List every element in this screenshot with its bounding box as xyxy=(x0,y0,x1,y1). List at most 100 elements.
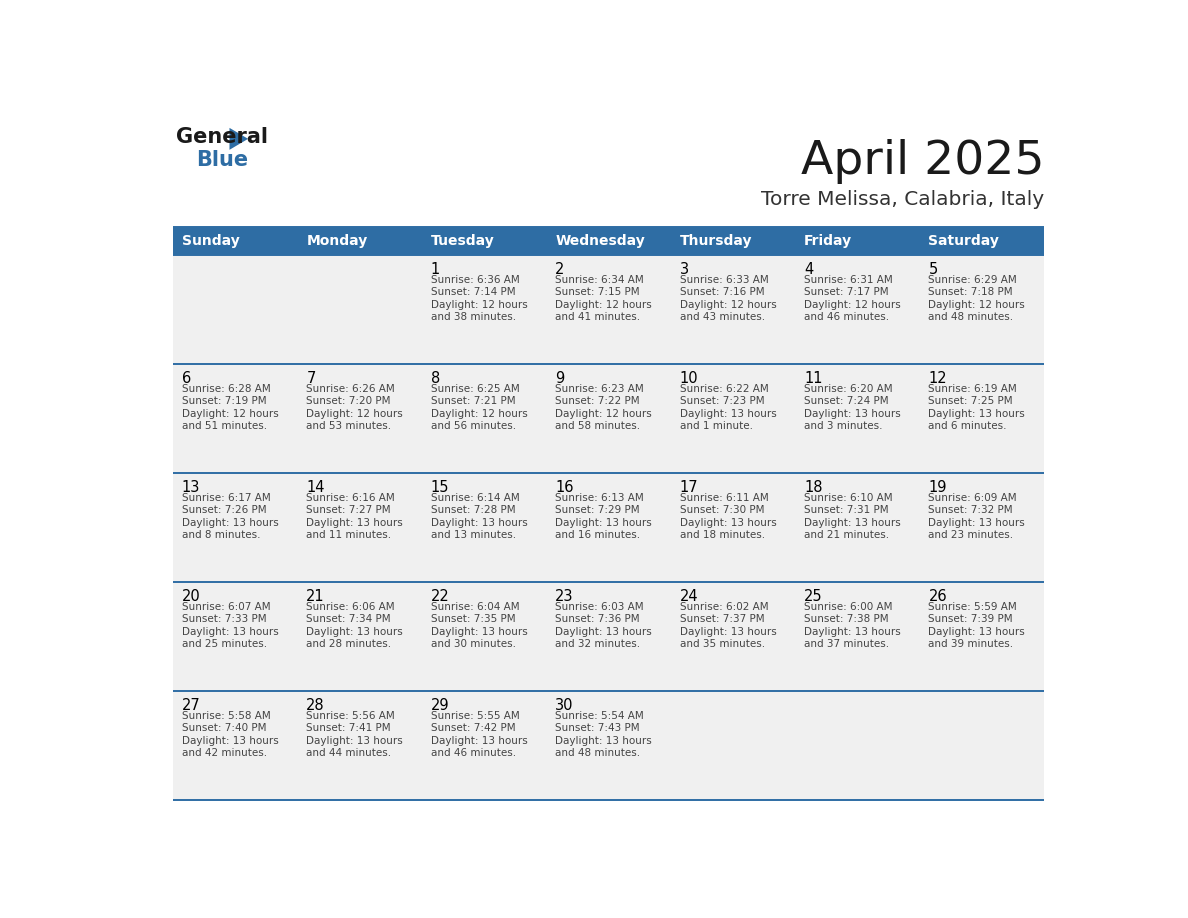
Text: Sunset: 7:20 PM: Sunset: 7:20 PM xyxy=(307,397,391,407)
Text: and 6 minutes.: and 6 minutes. xyxy=(929,421,1007,431)
Text: Torre Melissa, Calabria, Italy: Torre Melissa, Calabria, Italy xyxy=(762,190,1044,209)
Text: Daylight: 13 hours: Daylight: 13 hours xyxy=(929,518,1025,528)
Text: 28: 28 xyxy=(307,698,324,712)
Text: Daylight: 13 hours: Daylight: 13 hours xyxy=(307,518,403,528)
Bar xyxy=(796,255,920,364)
Text: Thursday: Thursday xyxy=(680,234,752,248)
Text: Sunrise: 6:19 AM: Sunrise: 6:19 AM xyxy=(929,384,1017,394)
Bar xyxy=(173,255,298,364)
Text: Daylight: 13 hours: Daylight: 13 hours xyxy=(555,627,652,637)
Text: and 23 minutes.: and 23 minutes. xyxy=(929,531,1013,541)
Text: Daylight: 13 hours: Daylight: 13 hours xyxy=(182,518,278,528)
Bar xyxy=(422,473,546,582)
Text: Daylight: 13 hours: Daylight: 13 hours xyxy=(680,627,776,637)
Text: Sunrise: 6:13 AM: Sunrise: 6:13 AM xyxy=(555,493,644,503)
Bar xyxy=(422,227,546,255)
Text: 20: 20 xyxy=(182,588,201,604)
Text: Tuesday: Tuesday xyxy=(431,234,494,248)
Text: Sunset: 7:19 PM: Sunset: 7:19 PM xyxy=(182,397,266,407)
Text: 18: 18 xyxy=(804,480,822,495)
Text: Sunset: 7:22 PM: Sunset: 7:22 PM xyxy=(555,397,640,407)
Text: and 44 minutes.: and 44 minutes. xyxy=(307,748,391,758)
Text: Daylight: 13 hours: Daylight: 13 hours xyxy=(431,627,527,637)
Bar xyxy=(298,473,422,582)
Text: 2: 2 xyxy=(555,262,564,277)
Text: 17: 17 xyxy=(680,480,699,495)
Text: 14: 14 xyxy=(307,480,324,495)
Text: Sunset: 7:29 PM: Sunset: 7:29 PM xyxy=(555,505,640,515)
Text: Daylight: 12 hours: Daylight: 12 hours xyxy=(804,300,901,310)
Text: Sunset: 7:30 PM: Sunset: 7:30 PM xyxy=(680,505,764,515)
Text: Daylight: 12 hours: Daylight: 12 hours xyxy=(431,409,527,419)
Bar xyxy=(796,691,920,800)
Text: Sunset: 7:26 PM: Sunset: 7:26 PM xyxy=(182,505,266,515)
Text: Daylight: 13 hours: Daylight: 13 hours xyxy=(555,735,652,745)
Text: and 3 minutes.: and 3 minutes. xyxy=(804,421,883,431)
Text: Sunset: 7:33 PM: Sunset: 7:33 PM xyxy=(182,614,266,624)
Bar xyxy=(422,691,546,800)
Text: Sunrise: 6:02 AM: Sunrise: 6:02 AM xyxy=(680,602,769,611)
Text: Daylight: 13 hours: Daylight: 13 hours xyxy=(307,735,403,745)
Text: Sunrise: 5:56 AM: Sunrise: 5:56 AM xyxy=(307,711,396,721)
Text: 30: 30 xyxy=(555,698,574,712)
Bar xyxy=(173,582,298,691)
Text: 25: 25 xyxy=(804,588,822,604)
Text: Daylight: 12 hours: Daylight: 12 hours xyxy=(680,300,776,310)
Text: Sunset: 7:15 PM: Sunset: 7:15 PM xyxy=(555,287,640,297)
Text: 5: 5 xyxy=(929,262,937,277)
Text: 3: 3 xyxy=(680,262,689,277)
Bar xyxy=(546,364,671,473)
Text: Sunrise: 6:25 AM: Sunrise: 6:25 AM xyxy=(431,384,519,394)
Text: 23: 23 xyxy=(555,588,574,604)
Text: 13: 13 xyxy=(182,480,201,495)
Text: 15: 15 xyxy=(431,480,449,495)
Text: Daylight: 13 hours: Daylight: 13 hours xyxy=(182,735,278,745)
Text: 10: 10 xyxy=(680,371,699,386)
Text: 8: 8 xyxy=(431,371,440,386)
Text: Sunset: 7:27 PM: Sunset: 7:27 PM xyxy=(307,505,391,515)
Text: Sunset: 7:25 PM: Sunset: 7:25 PM xyxy=(929,397,1013,407)
Text: and 58 minutes.: and 58 minutes. xyxy=(555,421,640,431)
Text: Sunset: 7:24 PM: Sunset: 7:24 PM xyxy=(804,397,889,407)
Text: General: General xyxy=(176,127,268,147)
Text: Sunrise: 6:03 AM: Sunrise: 6:03 AM xyxy=(555,602,644,611)
Text: Monday: Monday xyxy=(307,234,367,248)
Bar xyxy=(796,473,920,582)
Text: 1: 1 xyxy=(431,262,440,277)
Text: and 43 minutes.: and 43 minutes. xyxy=(680,312,765,322)
Text: 21: 21 xyxy=(307,588,324,604)
Text: and 38 minutes.: and 38 minutes. xyxy=(431,312,516,322)
Text: April 2025: April 2025 xyxy=(801,140,1044,185)
Text: Sunrise: 6:28 AM: Sunrise: 6:28 AM xyxy=(182,384,271,394)
Bar xyxy=(173,473,298,582)
Text: Sunrise: 5:58 AM: Sunrise: 5:58 AM xyxy=(182,711,271,721)
Text: Blue: Blue xyxy=(196,150,248,170)
Text: Daylight: 13 hours: Daylight: 13 hours xyxy=(804,518,901,528)
Text: and 37 minutes.: and 37 minutes. xyxy=(804,639,889,649)
Text: and 53 minutes.: and 53 minutes. xyxy=(307,421,391,431)
Text: Daylight: 13 hours: Daylight: 13 hours xyxy=(431,518,527,528)
Text: and 41 minutes.: and 41 minutes. xyxy=(555,312,640,322)
Text: 24: 24 xyxy=(680,588,699,604)
Text: Sunset: 7:16 PM: Sunset: 7:16 PM xyxy=(680,287,764,297)
Text: Daylight: 12 hours: Daylight: 12 hours xyxy=(182,409,278,419)
Text: and 28 minutes.: and 28 minutes. xyxy=(307,639,391,649)
Bar xyxy=(298,582,422,691)
Text: Sunrise: 6:34 AM: Sunrise: 6:34 AM xyxy=(555,274,644,285)
Bar xyxy=(422,255,546,364)
Text: and 46 minutes.: and 46 minutes. xyxy=(804,312,889,322)
Text: Sunset: 7:32 PM: Sunset: 7:32 PM xyxy=(929,505,1013,515)
Bar xyxy=(298,255,422,364)
Bar xyxy=(671,227,796,255)
Text: Sunrise: 6:16 AM: Sunrise: 6:16 AM xyxy=(307,493,396,503)
Text: Sunrise: 6:17 AM: Sunrise: 6:17 AM xyxy=(182,493,271,503)
Text: and 1 minute.: and 1 minute. xyxy=(680,421,752,431)
Bar xyxy=(173,227,298,255)
Text: and 30 minutes.: and 30 minutes. xyxy=(431,639,516,649)
Text: Sunset: 7:28 PM: Sunset: 7:28 PM xyxy=(431,505,516,515)
Bar xyxy=(298,364,422,473)
Bar xyxy=(796,227,920,255)
Text: Daylight: 12 hours: Daylight: 12 hours xyxy=(929,300,1025,310)
Text: Sunset: 7:38 PM: Sunset: 7:38 PM xyxy=(804,614,889,624)
Text: 16: 16 xyxy=(555,480,574,495)
